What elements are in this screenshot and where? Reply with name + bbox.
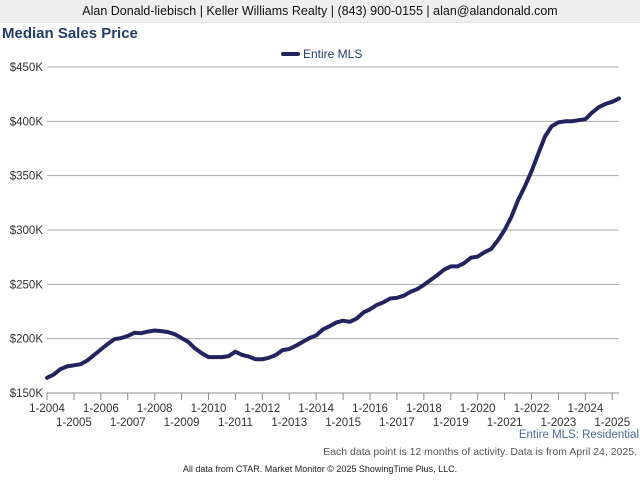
x-tick-label: 1-2009: [164, 417, 200, 429]
x-tick-label: 1-2023: [541, 417, 577, 429]
y-tick-label: $250K: [10, 279, 44, 291]
data-note: Each data point is 12 months of activity…: [323, 446, 637, 458]
x-tick-label: 1-2007: [110, 417, 146, 429]
y-tick-label: $200K: [10, 334, 44, 346]
x-tick-label: 1-2015: [325, 417, 361, 429]
chart-title: Median Sales Price: [2, 25, 138, 42]
y-tick-label: $300K: [10, 225, 44, 237]
y-tick-label: $400K: [10, 116, 44, 128]
x-tick-label: 1-2012: [244, 403, 280, 415]
x-tick-label: 1-2018: [406, 403, 442, 415]
x-tick-label: 1-2004: [29, 403, 65, 415]
x-tick-label: 1-2014: [298, 403, 334, 415]
legend: Entire MLS: [281, 47, 362, 61]
x-tick-label: 1-2006: [83, 403, 119, 415]
series-line: [45, 96, 621, 380]
x-tick-label: 1-2008: [137, 403, 173, 415]
legend-label: Entire MLS: [303, 47, 362, 61]
footer-credit: All data from CTAR. Market Monitor © 202…: [182, 464, 458, 474]
x-tick-label: 1-2025: [594, 417, 630, 429]
x-tick-label: 1-2020: [460, 403, 496, 415]
y-tick-labels: $450K $400K $350K $300K $250K $200K $150K: [10, 62, 44, 400]
y-tick-label: $150K: [10, 388, 44, 400]
y-tick-label: $450K: [10, 62, 44, 74]
x-tick-label: 1-2005: [56, 417, 92, 429]
grid: [47, 66, 619, 340]
x-tick-label: 1-2019: [433, 417, 469, 429]
x-tick-label: 1-2022: [514, 403, 550, 415]
x-tick-label: 1-2013: [271, 417, 307, 429]
y-tick-label: $350K: [10, 171, 44, 183]
series-layer: [45, 96, 621, 380]
x-tick-label: 1-2021: [487, 417, 523, 429]
x-tick-label: 1-2011: [218, 417, 253, 429]
contact-banner: Alan Donald-liebisch | Keller Williams R…: [0, 0, 640, 23]
source-label: Entire MLS: Residential: [518, 429, 639, 441]
x-tick-labels: 1-2004 1-2005 1-2006 1-2007 1-2008 1-2009 1-20…: [29, 403, 630, 429]
contact-line: Alan Donald-liebisch | Keller Williams R…: [82, 4, 558, 18]
x-tick-label: 1-2024: [567, 403, 603, 415]
x-tick-label: 1-2010: [191, 403, 227, 415]
x-tick-label: 1-2017: [379, 417, 415, 429]
x-tick-label: 1-2016: [352, 403, 388, 415]
axes: [46, 392, 619, 400]
